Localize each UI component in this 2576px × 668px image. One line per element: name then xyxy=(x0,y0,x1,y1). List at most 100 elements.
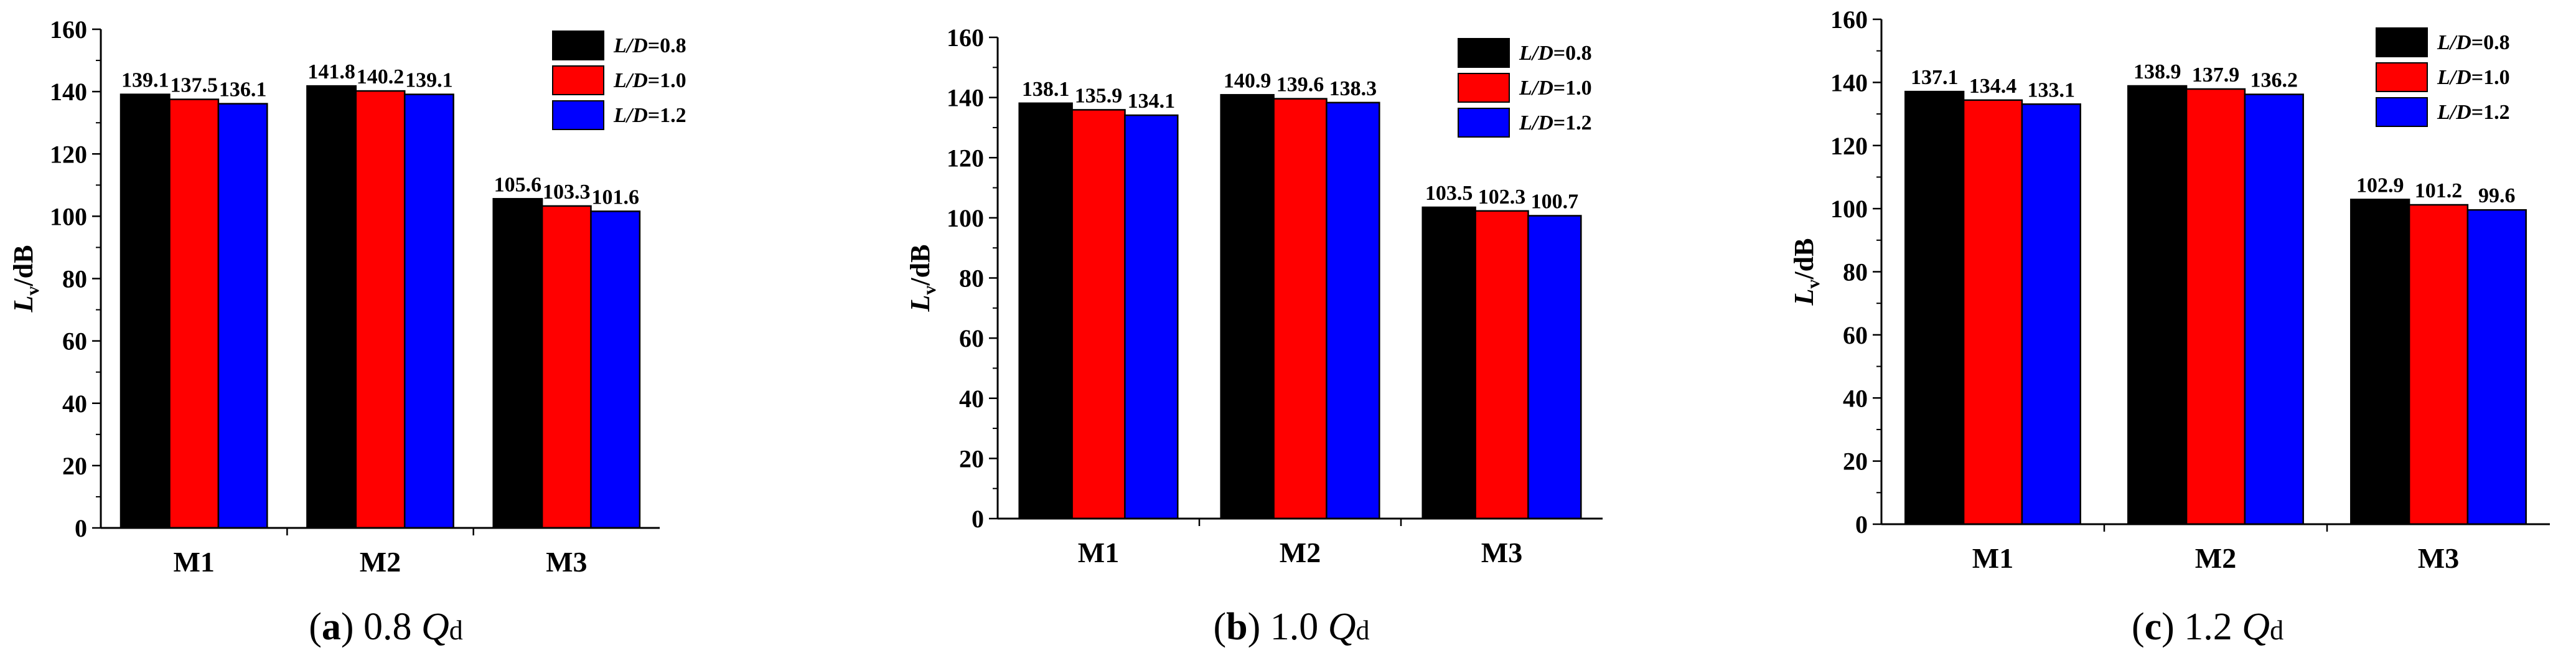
y-tick-label: 20 xyxy=(62,452,87,480)
data-label: 99.6 xyxy=(2478,184,2516,207)
y-tick-label: 60 xyxy=(959,324,984,352)
data-label: 136.2 xyxy=(2250,69,2298,92)
bar-m2-series-1 xyxy=(1220,94,1275,520)
data-label: 103.5 xyxy=(1425,182,1473,205)
y-tick-label: 140 xyxy=(947,84,984,112)
panel-caption: (b) 1.0 Qd xyxy=(1213,606,1369,648)
y-tick-label: 160 xyxy=(1830,6,1868,34)
bar-m2-series-2 xyxy=(2185,88,2246,525)
data-label: 136.1 xyxy=(219,78,267,101)
bar-m3-series-3 xyxy=(590,210,641,529)
data-label: 140.9 xyxy=(1224,69,1272,92)
bar-m2-series-2 xyxy=(355,90,406,529)
bar-m3-series-1 xyxy=(2350,199,2410,525)
legend-label-2: L/D=1.0 xyxy=(1519,77,1592,100)
data-label: 137.1 xyxy=(1911,66,1959,89)
data-label: 139.1 xyxy=(121,69,169,92)
y-tick-label: 100 xyxy=(1830,195,1868,223)
y-tick-label: 40 xyxy=(62,390,87,418)
data-label: 137.9 xyxy=(2192,64,2240,87)
y-axis-title: Lv/dB xyxy=(1789,238,1824,306)
x-tick-label-m3: M3 xyxy=(546,546,587,578)
y-tick-label: 140 xyxy=(50,78,87,106)
bar-m3-series-2 xyxy=(2408,204,2469,525)
data-label: 138.3 xyxy=(1329,77,1377,100)
legend-swatch-1 xyxy=(552,31,604,60)
y-tick-label: 100 xyxy=(947,204,984,232)
y-axis-title: Lv/dB xyxy=(905,245,940,313)
bar-m3-series-1 xyxy=(492,198,543,529)
y-tick-label: 140 xyxy=(1830,68,1868,96)
data-label: 133.1 xyxy=(2028,78,2076,101)
bar-m3-series-2 xyxy=(1474,210,1529,520)
bar-m3-series-3 xyxy=(1527,215,1582,520)
legend-label-2: L/D=1.0 xyxy=(2437,66,2510,89)
chart-panel-c: 137.1 134.4 133.1 M1 138.9 137.9 136.2 M2 102.9 1… xyxy=(1789,6,2550,648)
data-label: 137.5 xyxy=(170,74,218,97)
legend-label-1: L/D=0.8 xyxy=(1519,42,1592,65)
legend-label-3: L/D=1.2 xyxy=(1519,111,1592,134)
y-axis-title: Lv/dB xyxy=(8,245,43,313)
bar-m3-series-1 xyxy=(1421,206,1476,520)
bar-m1-series-1 xyxy=(1018,102,1073,520)
x-tick-label-m1: M1 xyxy=(173,546,214,578)
x-tick-label-m2: M2 xyxy=(2195,542,2236,574)
legend-swatch-2 xyxy=(552,65,604,95)
bar-m3-series-3 xyxy=(2466,209,2527,525)
legend-label-1: L/D=0.8 xyxy=(2437,31,2510,54)
legend-swatch-3 xyxy=(1458,108,1510,138)
data-label: 101.6 xyxy=(592,186,640,209)
bar-m2-series-3 xyxy=(403,93,454,529)
legend-swatch-1 xyxy=(1458,38,1510,68)
y-tick-label: 0 xyxy=(75,514,87,542)
data-label: 102.3 xyxy=(1478,186,1526,209)
x-tick-label-m2: M2 xyxy=(360,546,401,578)
data-label: 139.6 xyxy=(1276,73,1324,96)
bar-m1-series-2 xyxy=(1962,99,2023,525)
x-tick-label-m3: M3 xyxy=(1481,537,1522,568)
bar-m1-series-3 xyxy=(217,103,268,529)
bar-m3-series-2 xyxy=(541,205,592,529)
panel-caption: (c) 1.2 Qd xyxy=(2132,606,2283,648)
x-tick-label-m1: M1 xyxy=(1078,537,1119,568)
data-label: 141.8 xyxy=(307,60,355,83)
legend-label-3: L/D=1.2 xyxy=(613,104,686,127)
bar-m1-series-1 xyxy=(119,93,171,529)
legend-swatch-2 xyxy=(1458,73,1510,103)
y-tick-label: 80 xyxy=(1843,258,1868,286)
data-label: 140.2 xyxy=(357,65,405,88)
y-tick-label: 80 xyxy=(959,265,984,293)
bar-m1-series-2 xyxy=(1071,109,1126,520)
data-label: 134.1 xyxy=(1128,90,1176,113)
y-tick-label: 40 xyxy=(1843,384,1868,412)
y-tick-label: 60 xyxy=(1843,321,1868,349)
bar-m1-series-3 xyxy=(2021,103,2081,525)
legend-swatch-2 xyxy=(2376,62,2428,92)
bar-m2-series-2 xyxy=(1273,98,1328,520)
y-tick-label: 0 xyxy=(1855,510,1868,539)
y-tick-label: 80 xyxy=(62,265,87,293)
legend-label-1: L/D=0.8 xyxy=(613,34,686,57)
y-tick-label: 60 xyxy=(62,327,87,355)
bar-m1-series-1 xyxy=(1904,90,1965,525)
y-tick-label: 100 xyxy=(50,202,87,230)
legend-label-3: L/D=1.2 xyxy=(2437,101,2510,124)
legend-swatch-1 xyxy=(2376,27,2428,57)
y-tick-label: 0 xyxy=(972,505,984,533)
bar-m2-series-3 xyxy=(2244,93,2304,525)
data-label: 139.1 xyxy=(405,69,453,92)
y-tick-label: 20 xyxy=(1843,448,1868,476)
data-label: 100.7 xyxy=(1531,191,1579,214)
data-label: 101.2 xyxy=(2415,179,2463,202)
data-label: 105.6 xyxy=(494,173,542,196)
x-tick-label-m2: M2 xyxy=(1280,537,1321,568)
y-tick-label: 120 xyxy=(1830,132,1868,160)
legend-swatch-3 xyxy=(552,100,604,130)
y-tick-label: 160 xyxy=(50,16,87,44)
y-tick-label: 160 xyxy=(947,24,984,52)
y-tick-label: 120 xyxy=(947,144,984,172)
y-tick-label: 40 xyxy=(959,385,984,413)
